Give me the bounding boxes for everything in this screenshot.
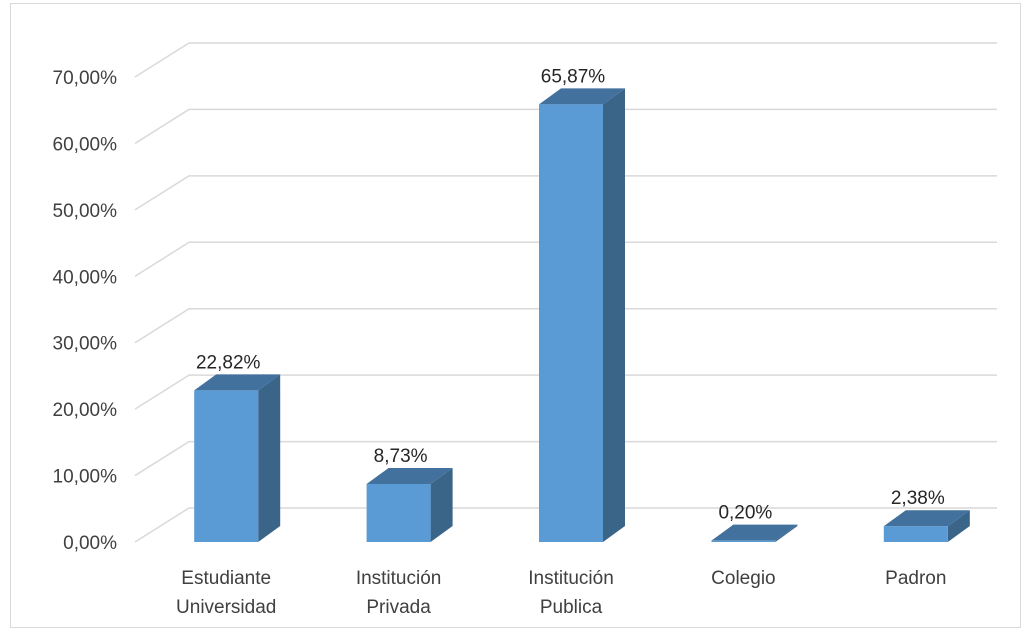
y-tick-label: 0,00% xyxy=(63,533,117,554)
bar xyxy=(539,104,603,542)
x-category-label: Colegio xyxy=(711,568,775,589)
y-tick-label: 20,00% xyxy=(53,400,118,421)
chart-frame: 0,00% 10,00% 20,00% 30,00% 40,00% 50,00% 60,00… xyxy=(10,3,1021,628)
x-category-label: Universidad xyxy=(176,597,276,618)
bar xyxy=(711,541,775,542)
bar xyxy=(367,484,431,542)
x-category-label: Estudiante xyxy=(181,568,271,589)
y-tick-label: 30,00% xyxy=(53,334,118,355)
y-tick-label: 50,00% xyxy=(53,201,118,222)
y-tick-label: 40,00% xyxy=(53,267,118,288)
y-tick-label: 10,00% xyxy=(53,467,118,488)
bar xyxy=(884,526,948,542)
y-tick-label: 70,00% xyxy=(53,68,118,89)
data-label: 2,38% xyxy=(891,488,945,509)
data-label: 0,20% xyxy=(718,503,772,524)
bar-side xyxy=(258,374,280,542)
data-label: 8,73% xyxy=(374,446,428,467)
x-category-label: Padron xyxy=(885,568,946,589)
x-category-label: Institución xyxy=(528,568,614,589)
bar-top xyxy=(711,525,797,541)
y-tick-label: 60,00% xyxy=(53,134,118,155)
bar-chart: 0,00% 10,00% 20,00% 30,00% 40,00% 50,00% 60,00… xyxy=(11,4,1022,629)
data-label: 65,87% xyxy=(541,66,606,87)
x-category-label: Publica xyxy=(540,597,603,618)
x-category-label: Institución xyxy=(356,568,442,589)
data-label: 22,82% xyxy=(196,352,261,373)
x-category-label: Privada xyxy=(366,597,431,618)
bar xyxy=(194,390,258,542)
bar-side xyxy=(603,88,625,542)
